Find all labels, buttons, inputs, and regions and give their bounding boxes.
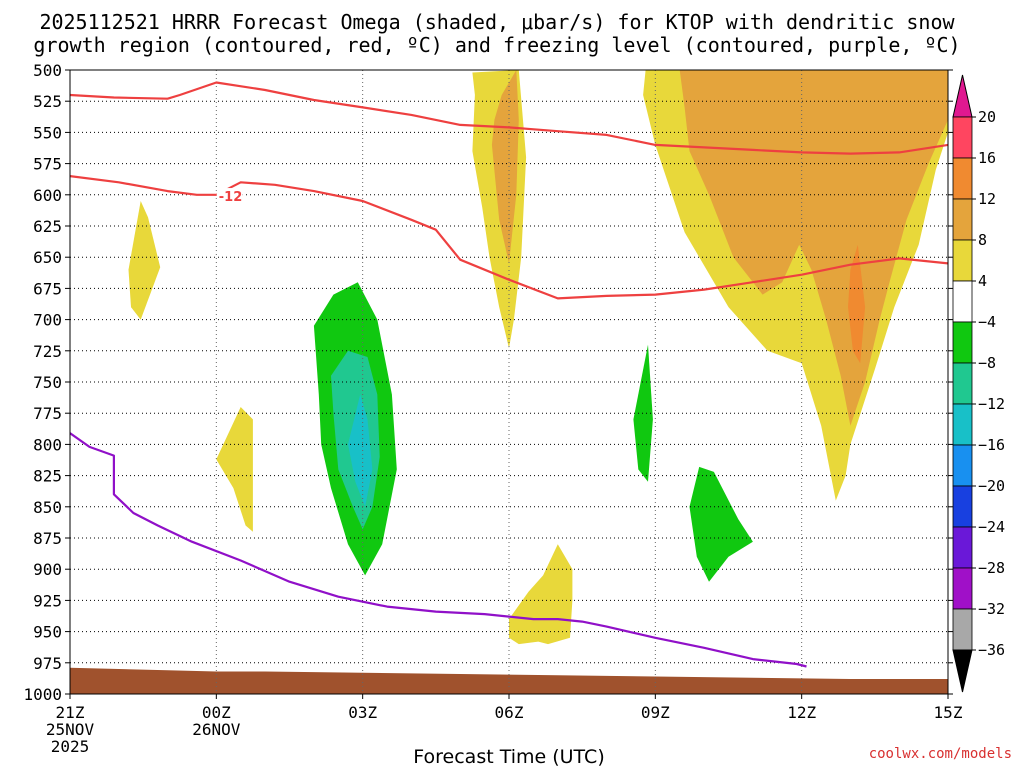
x-tick-label: 00Z bbox=[202, 703, 231, 722]
omega-region-5 bbox=[848, 244, 866, 364]
chart-title-line-2: growth region (contoured, red, ºC) and f… bbox=[33, 33, 960, 57]
terrain bbox=[70, 667, 948, 694]
y-tick-label: 600 bbox=[33, 186, 62, 205]
y-tick-label: 875 bbox=[33, 529, 62, 548]
colorbar-band bbox=[952, 239, 973, 282]
colorbar-band bbox=[952, 608, 973, 651]
omega-shading bbox=[116, 70, 948, 645]
grid bbox=[70, 70, 948, 694]
y-tick-label: 650 bbox=[33, 248, 62, 267]
terrain-band bbox=[70, 667, 948, 694]
colorbar-label: −20 bbox=[978, 477, 1005, 495]
colorbar-label: −32 bbox=[978, 600, 1005, 618]
x-tick-label: 15Z bbox=[934, 703, 963, 722]
x-tick-label: 21Z bbox=[56, 703, 85, 722]
x-tick-date: 25NOV bbox=[46, 720, 95, 739]
colorbar-label: −24 bbox=[978, 518, 1005, 536]
colorbar-bottom-arrow bbox=[952, 649, 973, 693]
omega-region-16 bbox=[689, 466, 753, 582]
y-tick-label: 800 bbox=[33, 435, 62, 454]
colorbar-label: −12 bbox=[978, 395, 1005, 413]
colorbar-label: 20 bbox=[978, 108, 996, 126]
y-tick-label: 500 bbox=[33, 61, 62, 80]
dgz-upper-contour bbox=[70, 81, 948, 155]
y-tick-label: 675 bbox=[33, 279, 62, 298]
watermark: coolwx.com/models bbox=[869, 746, 1012, 762]
y-axis: 500 525 550 575 600 625 650 675 700 725 750 775 800 8… bbox=[23, 61, 953, 704]
x-tick-year: 2025 bbox=[51, 737, 90, 756]
colorbar-band bbox=[952, 116, 973, 159]
omega-region-13 bbox=[348, 394, 373, 507]
y-tick-label: 775 bbox=[33, 404, 62, 423]
y-tick-label: 750 bbox=[33, 373, 62, 392]
colorbar-label: −16 bbox=[978, 436, 1005, 454]
colorbar-label: 12 bbox=[978, 190, 996, 208]
x-axis-label: Forecast Time (UTC) bbox=[413, 746, 604, 768]
colorbar-band bbox=[952, 280, 973, 323]
x-tick-label: 09Z bbox=[641, 703, 670, 722]
colorbar-label: 8 bbox=[978, 231, 987, 249]
x-tick-label: 06Z bbox=[495, 703, 524, 722]
y-tick-label: 975 bbox=[33, 654, 62, 673]
y-tick-label: 950 bbox=[33, 623, 62, 642]
omega-region-4 bbox=[679, 70, 948, 426]
y-tick-label: 900 bbox=[33, 560, 62, 579]
contour-lines: -12 bbox=[70, 81, 948, 668]
freezing-level-contour bbox=[70, 432, 807, 668]
y-tick-label: 725 bbox=[33, 342, 62, 361]
colorbar-band bbox=[952, 485, 973, 528]
dgz-lower-contour bbox=[70, 175, 948, 300]
colorbar-band bbox=[952, 157, 973, 200]
colorbar-band bbox=[952, 526, 973, 569]
colorbar-band bbox=[952, 403, 973, 446]
contour-label-bg bbox=[216, 188, 243, 203]
colorbar-band bbox=[952, 321, 973, 364]
y-tick-label: 850 bbox=[33, 498, 62, 517]
colorbar-top-arrow bbox=[952, 74, 973, 118]
omega-region-8 bbox=[509, 544, 573, 645]
colorbar-band bbox=[952, 444, 973, 487]
omega-region-7 bbox=[216, 407, 253, 532]
colorbar-band bbox=[952, 198, 973, 241]
x-tick-date: 26NOV bbox=[192, 720, 241, 739]
omega-region-15 bbox=[633, 344, 653, 482]
colorbar-label: 16 bbox=[978, 149, 996, 167]
y-tick-label: 625 bbox=[33, 217, 62, 236]
y-tick-label: 1000 bbox=[23, 685, 62, 704]
colorbar-label: −8 bbox=[978, 354, 996, 372]
y-tick-label: 525 bbox=[33, 92, 62, 111]
contour-label-dgz: -12 bbox=[219, 190, 243, 205]
colorbar-band bbox=[952, 567, 973, 610]
omega-region-2 bbox=[491, 70, 519, 264]
colorbar-label: −36 bbox=[978, 641, 1005, 659]
y-tick-label: 925 bbox=[33, 591, 62, 610]
x-tick-label: 03Z bbox=[348, 703, 377, 722]
y-tick-label: 550 bbox=[33, 123, 62, 142]
colorbar-label: −28 bbox=[978, 559, 1005, 577]
omega-region-9 bbox=[116, 70, 222, 218]
colorbar-label: −4 bbox=[978, 313, 996, 331]
omega-region-6 bbox=[128, 201, 161, 320]
x-tick-label: 12Z bbox=[787, 703, 816, 722]
colorbar-band bbox=[952, 362, 973, 405]
y-tick-label: 825 bbox=[33, 467, 62, 486]
colorbar: 20 16 12 8 4 −4 −8 −12 −16 −20 −24 −28 −32 −36 bbox=[952, 74, 1005, 693]
chart-title-line-1: 2025112521 HRRR Forecast Omega (shaded, … bbox=[39, 10, 955, 34]
y-tick-label: 575 bbox=[33, 155, 62, 174]
y-tick-label: 700 bbox=[33, 311, 62, 330]
colorbar-label: 4 bbox=[978, 272, 987, 290]
